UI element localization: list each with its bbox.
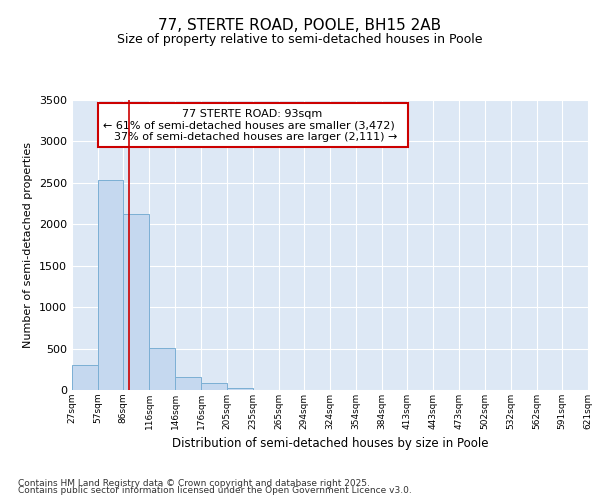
Bar — [98, 180, 123, 390]
Bar — [202, 382, 227, 390]
Text: 77, STERTE ROAD, POOLE, BH15 2AB: 77, STERTE ROAD, POOLE, BH15 2AB — [158, 18, 442, 32]
Text: Contains public sector information licensed under the Open Government Licence v3: Contains public sector information licen… — [18, 486, 412, 495]
Y-axis label: Number of semi-detached properties: Number of semi-detached properties — [23, 142, 34, 348]
X-axis label: Distribution of semi-detached houses by size in Poole: Distribution of semi-detached houses by … — [172, 438, 488, 450]
Bar — [227, 388, 253, 390]
Text: Size of property relative to semi-detached houses in Poole: Size of property relative to semi-detach… — [117, 32, 483, 46]
Bar — [175, 377, 202, 390]
Text: 77 STERTE ROAD: 93sqm  
← 61% of semi-detached houses are smaller (3,472)  
  37: 77 STERTE ROAD: 93sqm ← 61% of semi-deta… — [103, 108, 402, 142]
Text: Contains HM Land Registry data © Crown copyright and database right 2025.: Contains HM Land Registry data © Crown c… — [18, 478, 370, 488]
Bar — [72, 365, 98, 390]
Bar — [123, 214, 149, 390]
Bar — [149, 348, 175, 390]
